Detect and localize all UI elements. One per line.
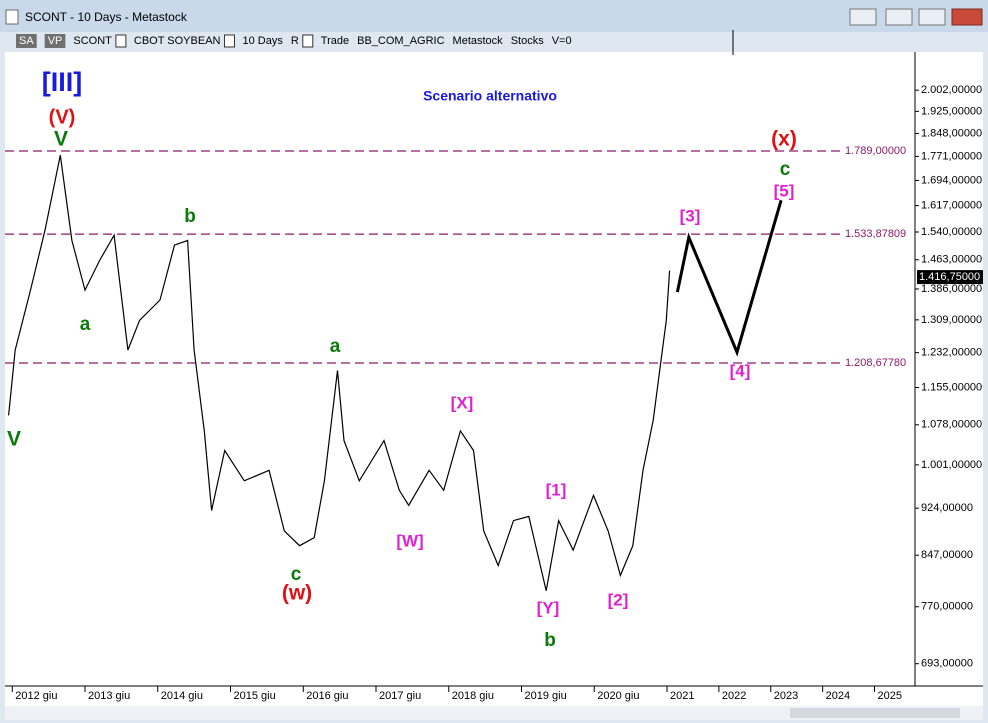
toolbar-item: 10 Days	[242, 35, 283, 47]
wave-label: [5]	[774, 181, 795, 200]
level-label: 1.533,87809	[845, 228, 906, 240]
toolbar-item: SA	[19, 35, 34, 47]
wave-label: V	[54, 128, 68, 151]
wave-label: a	[80, 314, 91, 335]
toolbar-item: CBOT SOYBEAN	[134, 35, 221, 47]
y-tick-label: 1.155,00000	[921, 381, 982, 393]
wave-label: b	[184, 206, 196, 227]
toolbar-item: V=0	[552, 35, 572, 47]
minimize-button[interactable]	[885, 8, 913, 26]
y-tick-label: 1.232,00000	[921, 347, 982, 359]
level-label: 1.789,00000	[845, 145, 906, 157]
price-line	[8, 155, 671, 591]
scroll-bar[interactable]	[5, 706, 983, 720]
y-tick-label: 924,00000	[921, 502, 973, 514]
wave-label: [Y]	[537, 598, 560, 617]
title-bar	[0, 0, 988, 32]
wave-label: (w)	[282, 582, 312, 605]
level-label: 1.208,67780	[845, 357, 906, 369]
x-tick-label: 2019 giu	[525, 690, 567, 702]
x-tick-label: 2020 giu	[597, 690, 639, 702]
x-tick-label: 2017 giu	[379, 690, 421, 702]
y-tick-label: 1.694,00000	[921, 174, 982, 186]
wave-label: c	[291, 564, 302, 585]
x-tick-label: 2018 giu	[452, 690, 494, 702]
level-label-bg	[843, 227, 913, 241]
x-tick-label: 2013 giu	[88, 690, 130, 702]
wave-label: [3]	[680, 206, 701, 225]
y-tick-label: 1.386,00000	[921, 283, 982, 295]
x-tick-label: 2012 giu	[15, 690, 57, 702]
y-tick-label: 1.925,00000	[921, 105, 982, 117]
dropdown-button[interactable]	[302, 34, 314, 48]
y-tick-label: 2.002,00000	[921, 84, 982, 96]
y-tick-label: 1.848,00000	[921, 127, 982, 139]
app-icon	[5, 9, 19, 25]
y-tick-label: 1.617,00000	[921, 200, 982, 212]
maximize-button[interactable]	[918, 8, 946, 26]
toolbar-item: BB_COM_AGRIC	[357, 35, 444, 47]
wave-label: V	[7, 428, 21, 451]
y-tick-label: 693,00000	[921, 658, 973, 670]
wave-label: b	[544, 630, 556, 651]
wave-label: [4]	[730, 361, 751, 380]
toolbar-item: SCONT	[73, 35, 112, 47]
plot: 693,00000 770,00000 847,00000 924,00000 1.00…	[5, 67, 983, 702]
y-tick-label: 1.001,00000	[921, 459, 982, 471]
x-tick-label: 2016 giu	[306, 690, 348, 702]
x-tick-label: 2021	[670, 690, 694, 702]
wave-label: [W]	[396, 531, 423, 550]
toolbar-button[interactable]	[16, 34, 37, 48]
wave-label: [III]	[42, 67, 83, 97]
scroll-thumb[interactable]	[790, 708, 960, 718]
wave-label: [2]	[608, 590, 629, 609]
x-tick-label: 2024	[826, 690, 850, 702]
projection-line	[675, 199, 783, 357]
toolbar-item: Trade	[321, 35, 349, 47]
x-tick-label: 2015 giu	[234, 690, 276, 702]
x-tick-label: 2025	[878, 690, 902, 702]
wave-label: Scenario alternativo	[423, 88, 557, 104]
y-tick-label: 1.771,00000	[921, 150, 982, 162]
dropdown-button[interactable]	[115, 34, 127, 48]
y-tick-label: 1.309,00000	[921, 314, 982, 326]
y-tick-label: 770,00000	[921, 601, 973, 613]
y-tick-label: 1.463,00000	[921, 254, 982, 266]
window-title: SCONT - 10 Days - Metastock	[25, 10, 188, 24]
x-tick-label: 2023	[774, 690, 798, 702]
level-label-bg	[843, 355, 913, 369]
last-price-bg	[917, 270, 983, 285]
toolbar-item: R	[291, 35, 299, 47]
toolbar-button[interactable]	[44, 34, 66, 48]
x-tick-label: 2014 giu	[161, 690, 203, 702]
wave-label: c	[780, 159, 791, 180]
wave-label: [1]	[546, 480, 567, 499]
x-tick-label: 2022	[722, 690, 746, 702]
level-label-bg	[843, 143, 913, 157]
wave-label: (x)	[771, 128, 797, 151]
chart-area	[5, 52, 983, 706]
wave-label: (V)	[49, 106, 76, 128]
wave-label: a	[330, 336, 341, 357]
y-tick-label: 1.540,00000	[921, 226, 982, 238]
toolbar-item: VP	[48, 35, 63, 47]
y-tick-label: 1.078,00000	[921, 419, 982, 431]
toolbar-item: Stocks	[511, 35, 545, 47]
y-tick-label: 847,00000	[921, 549, 973, 561]
wave-label: [X]	[451, 393, 474, 412]
close-button[interactable]	[951, 8, 983, 26]
last-price-label: 1.416,75000	[919, 271, 980, 283]
toolbar-item: Metastock	[453, 35, 504, 47]
restore-chart-button[interactable]	[849, 8, 877, 26]
dropdown-button[interactable]	[223, 34, 235, 48]
toolbar: SA VP SCONT CBOT SOYBEAN 10 Days R Trade BB_COM…	[16, 34, 572, 48]
